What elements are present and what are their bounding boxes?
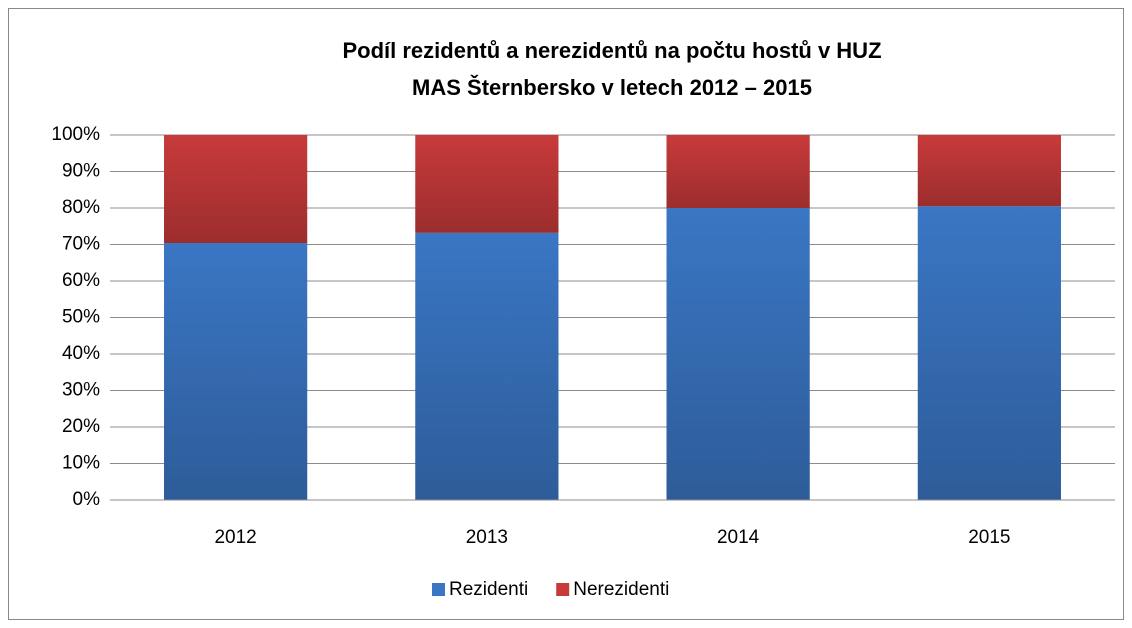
bar-segment — [415, 232, 559, 500]
bar-segment — [666, 208, 810, 500]
y-tick-label: 50% — [62, 307, 100, 328]
y-tick-label: 80% — [62, 197, 100, 218]
x-tick-label: 2015 — [968, 527, 1010, 548]
legend-label: Rezidenti — [449, 579, 528, 600]
legend-swatch — [556, 583, 570, 596]
y-tick-label: 20% — [62, 416, 100, 437]
y-tick-label: 40% — [62, 343, 100, 364]
y-tick-label: 60% — [62, 270, 100, 291]
bar-segment — [666, 135, 810, 208]
bar-segment — [415, 135, 559, 233]
x-tick-label: 2014 — [717, 527, 760, 548]
bar-segment — [917, 206, 1061, 501]
y-tick-label: 10% — [62, 453, 100, 474]
legend-label: Nerezidenti — [573, 579, 669, 600]
x-tick-label: 2013 — [466, 527, 508, 548]
bar-segment — [917, 135, 1061, 207]
bar-segment — [164, 243, 308, 501]
chart-title: MAS Šternbersko v letech 2012 – 2015 — [412, 75, 812, 100]
y-tick-label: 70% — [62, 234, 100, 255]
y-tick-label: 0% — [73, 489, 101, 510]
bar-segment — [164, 135, 308, 244]
chart-title: Podíl rezidentů a nerezidentů na počtu h… — [342, 38, 881, 63]
y-tick-label: 90% — [62, 161, 100, 182]
y-tick-label: 100% — [51, 124, 100, 145]
legend-swatch — [432, 583, 445, 596]
y-tick-label: 30% — [62, 380, 100, 401]
x-tick-label: 2012 — [214, 527, 256, 548]
